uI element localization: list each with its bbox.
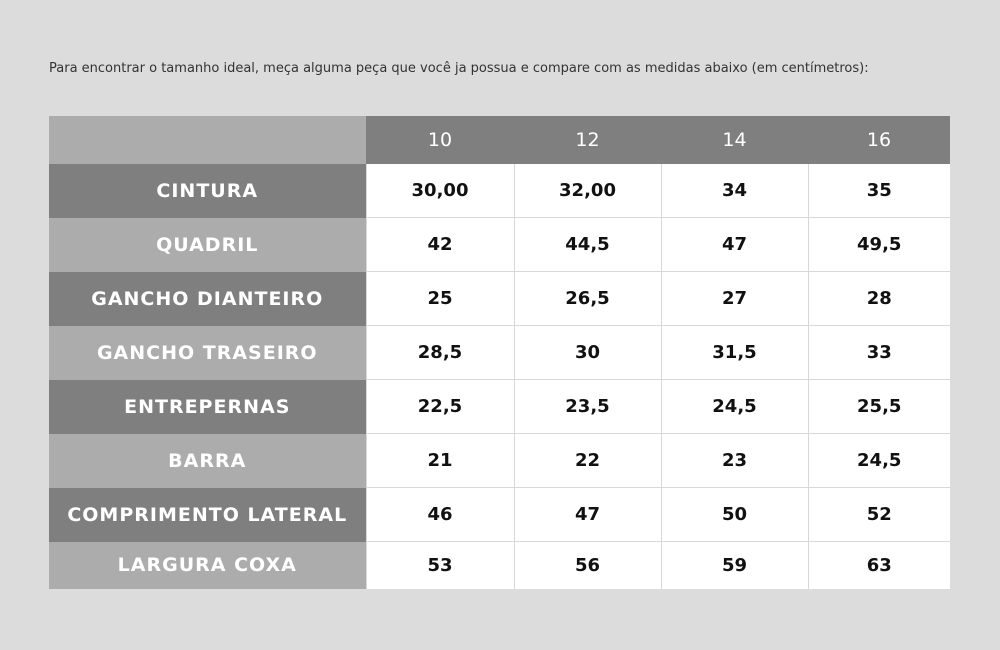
measure-value: 53	[365, 541, 514, 589]
measure-value: 30,00	[365, 164, 514, 218]
measure-value: 47	[660, 217, 808, 272]
measure-value: 22,5	[365, 379, 514, 434]
size-header-row: 10 12 14 16	[49, 116, 950, 164]
measure-value: 28,5	[365, 325, 514, 380]
measure-value: 26,5	[513, 271, 661, 326]
measure-value: 35	[807, 164, 950, 218]
measure-value: 47	[513, 487, 661, 542]
table-row: GANCHO DIANTEIRO 25 26,5 27 28	[49, 271, 950, 326]
measure-value: 34	[660, 164, 808, 218]
measure-label: BARRA	[49, 433, 366, 488]
intro-text: Para encontrar o tamanho ideal, meça alg…	[49, 61, 869, 76]
measure-label: ENTREPERNAS	[49, 379, 366, 434]
measure-value: 25	[365, 271, 514, 326]
corner-cell	[49, 116, 366, 164]
size-header: 16	[808, 116, 950, 164]
measure-value: 44,5	[513, 217, 661, 272]
measure-value: 49,5	[807, 217, 950, 272]
table-row: QUADRIL 42 44,5 47 49,5	[49, 217, 950, 272]
measure-value: 63	[807, 541, 950, 589]
measure-label: GANCHO DIANTEIRO	[49, 271, 366, 326]
measure-value: 59	[660, 541, 808, 589]
measure-label: CINTURA	[49, 164, 366, 218]
table-row: BARRA 21 22 23 24,5	[49, 433, 950, 488]
measure-value: 33	[807, 325, 950, 380]
size-header: 12	[514, 116, 661, 164]
measure-label: QUADRIL	[49, 217, 366, 272]
size-chart-table: 10 12 14 16 CINTURA 30,00 32,00 34 35 QU…	[49, 116, 950, 589]
table-row: GANCHO TRASEIRO 28,5 30 31,5 33	[49, 325, 950, 380]
measure-value: 24,5	[807, 433, 950, 488]
measure-value: 52	[807, 487, 950, 542]
measure-value: 27	[660, 271, 808, 326]
measure-value: 22	[513, 433, 661, 488]
size-header: 14	[661, 116, 808, 164]
measure-label: COMPRIMENTO LATERAL	[49, 487, 366, 542]
measure-value: 50	[660, 487, 808, 542]
measure-value: 25,5	[807, 379, 950, 434]
measure-value: 32,00	[513, 164, 661, 218]
table-row: LARGURA COXA 53 56 59 63	[49, 541, 950, 589]
measure-value: 46	[365, 487, 514, 542]
measure-label: LARGURA COXA	[49, 541, 366, 589]
measure-label: GANCHO TRASEIRO	[49, 325, 366, 380]
size-header: 10	[366, 116, 514, 164]
table-row: COMPRIMENTO LATERAL 46 47 50 52	[49, 487, 950, 542]
measure-value: 42	[365, 217, 514, 272]
measure-value: 28	[807, 271, 950, 326]
measure-value: 23	[660, 433, 808, 488]
measure-value: 56	[513, 541, 661, 589]
measure-value: 30	[513, 325, 661, 380]
table-row: CINTURA 30,00 32,00 34 35	[49, 164, 950, 218]
measure-value: 31,5	[660, 325, 808, 380]
measure-value: 21	[365, 433, 514, 488]
measure-value: 23,5	[513, 379, 661, 434]
measure-value: 24,5	[660, 379, 808, 434]
table-row: ENTREPERNAS 22,5 23,5 24,5 25,5	[49, 379, 950, 434]
